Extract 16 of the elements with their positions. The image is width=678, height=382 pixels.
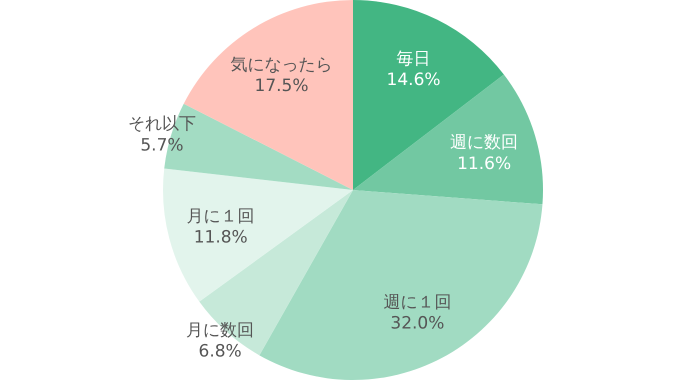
- data-label: 11.8%: [194, 228, 248, 248]
- pie-slice: [163, 168, 353, 302]
- slice-label: 週に数回: [450, 132, 518, 153]
- data-label: 5.7%: [140, 135, 184, 156]
- slice-label: それ以下: [128, 114, 196, 134]
- data-label: 11.6%: [457, 154, 512, 174]
- slice-label: 週に１回: [383, 292, 452, 312]
- slice-label: 毎日: [396, 48, 431, 69]
- pie-slice: [353, 74, 543, 204]
- slice-label: 気になったら: [230, 54, 333, 75]
- data-label: 6.8%: [198, 342, 242, 362]
- data-label: 32.0%: [390, 314, 444, 334]
- slice-label: 月に１回: [186, 206, 255, 226]
- slice-label: 月に数回: [186, 320, 254, 340]
- data-label: 17.5%: [254, 76, 309, 96]
- data-label: 14.6%: [386, 70, 441, 90]
